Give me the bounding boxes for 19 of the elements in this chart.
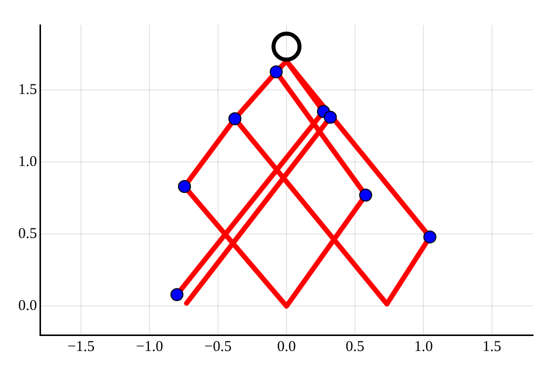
y-tick-label: 0.0	[18, 298, 37, 314]
y-tick-label: 0.5	[18, 226, 37, 242]
x-tick-label: −1.0	[136, 338, 164, 355]
point	[359, 188, 372, 202]
x-tick-label: 0.5	[346, 338, 364, 355]
x-tick-label: 1.5	[482, 338, 502, 355]
point	[228, 112, 242, 126]
point	[178, 180, 191, 193]
x-tick-label: −0.5	[204, 338, 232, 355]
x-tick-label: 0.0	[277, 338, 296, 355]
point	[324, 110, 337, 124]
point	[423, 230, 436, 244]
x-tick-label: 1.0	[414, 338, 433, 355]
y-tick-label: 1.5	[18, 82, 37, 98]
x-tick-label: −1.5	[67, 338, 95, 355]
point	[270, 65, 283, 78]
point	[272, 32, 302, 62]
point	[170, 288, 184, 302]
y-tick-label: 1.0	[18, 154, 37, 170]
